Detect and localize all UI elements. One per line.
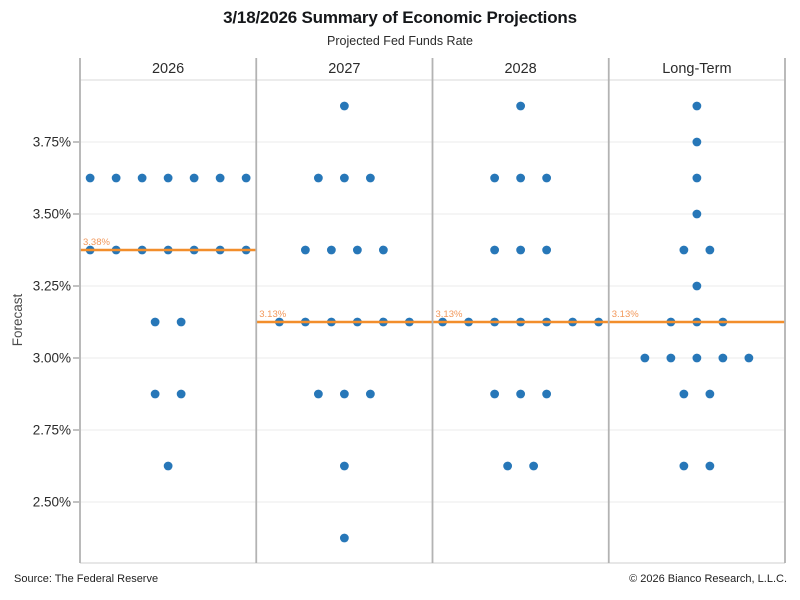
forecast-dot[interactable] [490, 389, 500, 399]
panel-header-2026: 2026 [152, 61, 184, 77]
median-label: 3.13% [259, 309, 286, 320]
y-tick-label: 3.75% [33, 135, 71, 150]
forecast-dot[interactable] [365, 389, 375, 399]
forecast-dot[interactable] [516, 245, 526, 255]
forecast-dot[interactable] [503, 461, 513, 471]
y-tick-label: 3.50% [33, 207, 71, 222]
y-axis-title: Forecast [10, 293, 25, 346]
median-label: 3.13% [612, 309, 639, 320]
forecast-dot[interactable] [300, 245, 310, 255]
forecast-dot[interactable] [542, 245, 552, 255]
forecast-dot[interactable] [137, 173, 147, 183]
forecast-dot[interactable] [326, 245, 336, 255]
forecast-dot[interactable] [313, 389, 323, 399]
forecast-dot[interactable] [176, 317, 186, 327]
forecast-dot[interactable] [189, 173, 199, 183]
forecast-dot[interactable] [313, 173, 323, 183]
forecast-dot[interactable] [666, 353, 676, 363]
forecast-dot[interactable] [215, 173, 225, 183]
forecast-dot[interactable] [679, 461, 689, 471]
forecast-dot[interactable] [516, 173, 526, 183]
forecast-dot[interactable] [339, 533, 349, 543]
forecast-dot[interactable] [163, 173, 173, 183]
forecast-dot[interactable] [640, 353, 650, 363]
forecast-dot[interactable] [692, 353, 702, 363]
chart-title: 3/18/2026 Summary of Economic Projection… [223, 8, 577, 27]
panel-header-2028: 2028 [504, 61, 536, 77]
forecast-dot[interactable] [490, 173, 500, 183]
forecast-dot[interactable] [111, 173, 121, 183]
y-tick-label: 2.75% [33, 423, 71, 438]
forecast-dot[interactable] [378, 245, 388, 255]
forecast-dot[interactable] [516, 389, 526, 399]
forecast-dot[interactable] [352, 245, 362, 255]
forecast-dot[interactable] [150, 389, 160, 399]
forecast-dot[interactable] [705, 461, 715, 471]
forecast-dot[interactable] [339, 389, 349, 399]
panel-header-Long-Term: Long-Term [662, 61, 731, 77]
forecast-dot[interactable] [679, 389, 689, 399]
forecast-dot[interactable] [490, 245, 500, 255]
forecast-dot[interactable] [163, 461, 173, 471]
forecast-dot[interactable] [718, 353, 728, 363]
source-note: Source: The Federal Reserve [14, 573, 159, 585]
panel-header-2027: 2027 [328, 61, 360, 77]
forecast-dot[interactable] [542, 389, 552, 399]
median-label: 3.38% [83, 237, 110, 248]
forecast-dot[interactable] [692, 137, 702, 147]
y-tick-label: 2.50% [33, 495, 71, 510]
forecast-dot[interactable] [176, 389, 186, 399]
forecast-dot[interactable] [692, 281, 702, 291]
forecast-dot[interactable] [339, 101, 349, 111]
forecast-dot[interactable] [692, 101, 702, 111]
y-tick-label: 3.00% [33, 351, 71, 366]
forecast-dot[interactable] [529, 461, 539, 471]
forecast-dot[interactable] [705, 389, 715, 399]
forecast-dot[interactable] [692, 173, 702, 183]
forecast-dot[interactable] [744, 353, 754, 363]
forecast-dot[interactable] [542, 173, 552, 183]
median-label: 3.13% [436, 309, 463, 320]
forecast-dot[interactable] [692, 209, 702, 219]
chart-footer: Source: The Federal Reserve © 2026 Bianc… [0, 573, 800, 593]
forecast-dot[interactable] [339, 461, 349, 471]
forecast-dot[interactable] [339, 173, 349, 183]
copyright-note: © 2026 Bianco Research, L.L.C. [629, 573, 787, 585]
forecast-dot[interactable] [85, 173, 95, 183]
forecast-dot[interactable] [705, 245, 715, 255]
forecast-dot[interactable] [150, 317, 160, 327]
forecast-dot[interactable] [241, 173, 251, 183]
forecast-dot[interactable] [516, 101, 526, 111]
forecast-dot[interactable] [365, 173, 375, 183]
y-tick-label: 3.25% [33, 279, 71, 294]
forecast-dot[interactable] [679, 245, 689, 255]
chart-subtitle: Projected Fed Funds Rate [327, 34, 473, 48]
